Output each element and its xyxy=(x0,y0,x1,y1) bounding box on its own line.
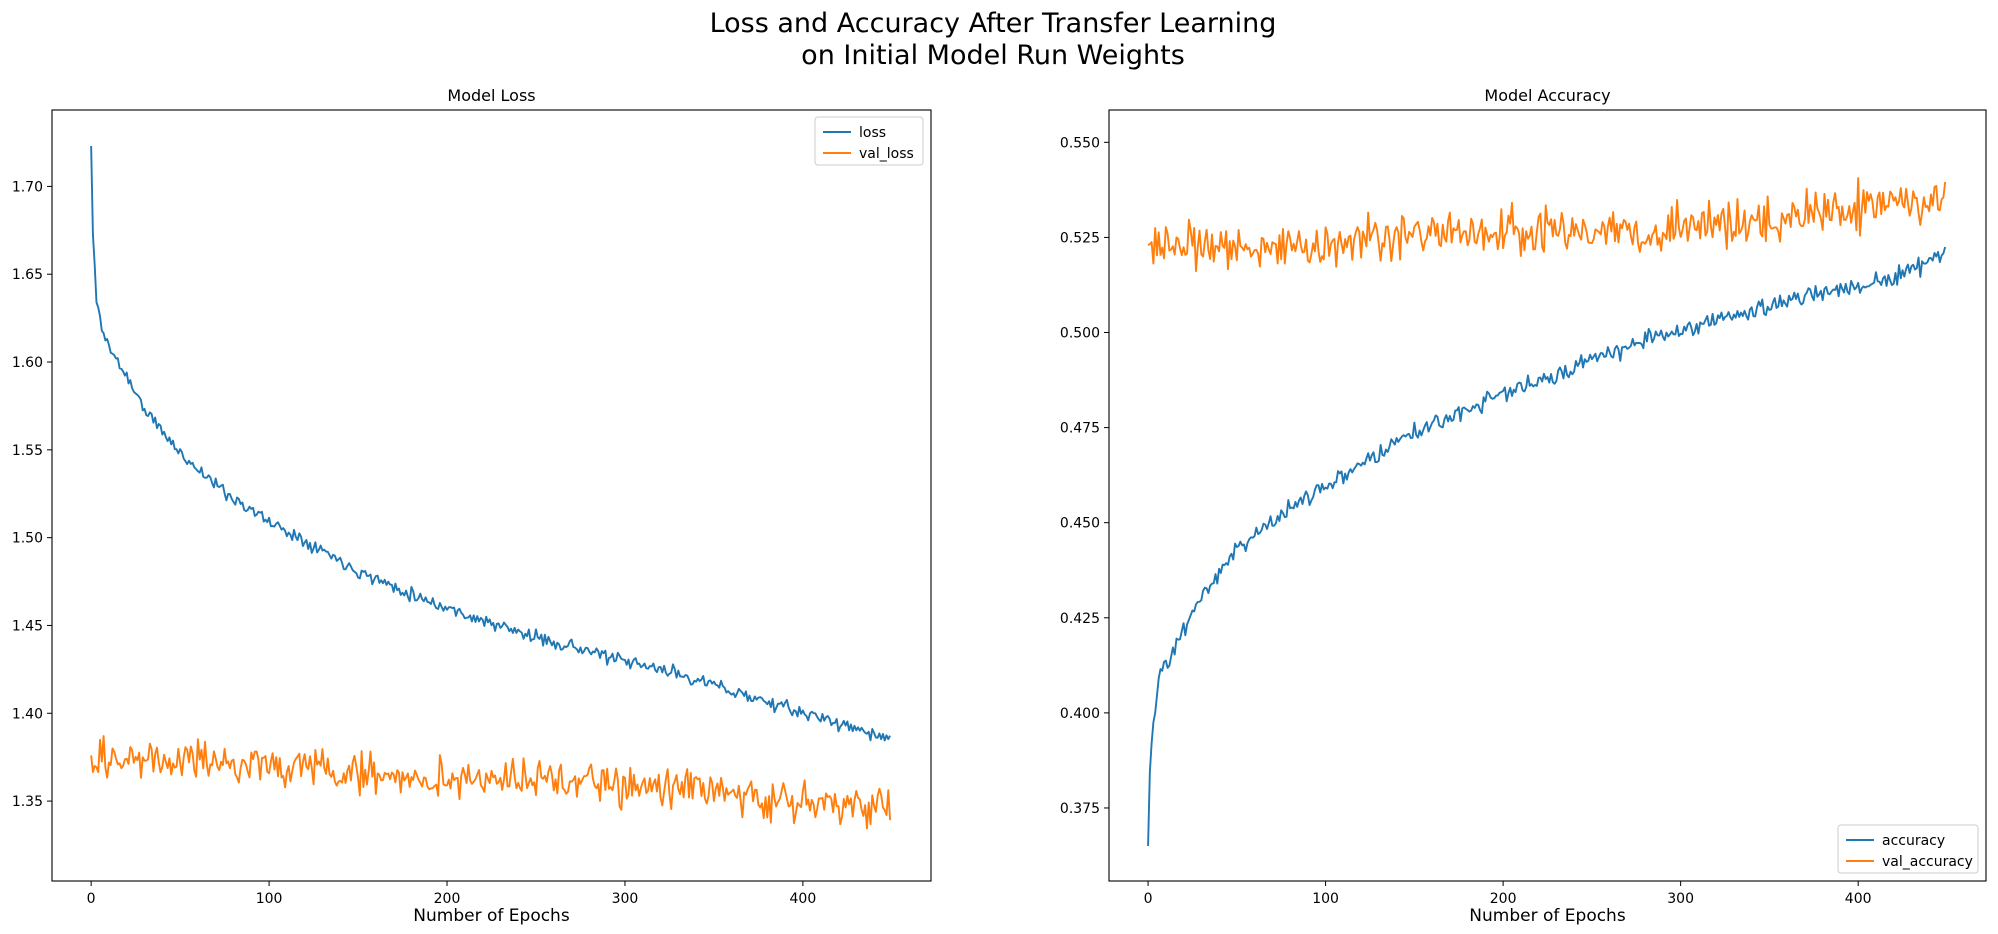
y-tick-label: 0.425 xyxy=(1060,611,1100,627)
y-tick-label: 1.65 xyxy=(12,267,43,283)
series-lines xyxy=(1147,177,1947,847)
x-tick-label: 200 xyxy=(434,891,461,907)
x-tick-label: 100 xyxy=(1312,891,1339,907)
series-line-accuracy xyxy=(1147,246,1947,847)
figure-title-line-1: Loss and Accuracy After Transfer Learnin… xyxy=(710,8,1277,39)
y-tick-label: 0.525 xyxy=(1060,230,1100,246)
x-tick-label: 400 xyxy=(790,891,817,907)
axes-title: Model Accuracy xyxy=(1484,86,1610,105)
axes-title: Model Loss xyxy=(447,86,535,105)
loss-chart-panel: Model Loss 0 100 200 300 400 1.35 1.40 1.45 1.50 1… xyxy=(12,86,932,926)
y-tick-label: 1.70 xyxy=(12,179,43,195)
y-tick-label: 0.475 xyxy=(1060,421,1100,437)
x-tick-label: 0 xyxy=(87,891,96,907)
series-line-loss xyxy=(90,145,891,742)
y-tick-label: 1.45 xyxy=(12,618,43,634)
y-tick-label: 0.400 xyxy=(1060,706,1100,722)
axes-frame xyxy=(51,109,932,882)
y-tick-label: 1.40 xyxy=(12,706,43,722)
accuracy-chart-panel: Model Accuracy 0 100 200 300 400 0.375 0.400 0.4… xyxy=(1060,86,1987,926)
x-tick-label: 300 xyxy=(612,891,639,907)
series-lines xyxy=(90,145,892,830)
y-tick-label: 0.375 xyxy=(1060,801,1100,817)
series-line-val-accuracy xyxy=(1147,177,1947,273)
x-tick-label: 100 xyxy=(256,891,283,907)
y-tick-label: 0.450 xyxy=(1060,516,1100,532)
y-tick-label: 1.35 xyxy=(12,794,43,810)
x-tick-label: 300 xyxy=(1667,891,1694,907)
axes-frame xyxy=(1108,109,1987,882)
figure-title-line-2: on Initial Model Run Weights xyxy=(801,40,1185,71)
legend-label-val-accuracy: val_accuracy xyxy=(1882,854,1973,870)
y-tick-label: 1.55 xyxy=(12,443,43,459)
y-tick-label: 1.50 xyxy=(12,531,43,547)
y-tick-label: 1.60 xyxy=(12,355,43,371)
legend: loss val_loss xyxy=(814,116,924,166)
x-tick-label: 400 xyxy=(1845,891,1872,907)
legend-label-val-loss: val_loss xyxy=(859,146,914,162)
series-line-val-loss xyxy=(90,735,892,830)
x-axis-label: Number of Epochs xyxy=(413,906,570,926)
y-tick-label: 0.550 xyxy=(1060,135,1100,151)
legend-label-loss: loss xyxy=(859,125,886,141)
legend-label-accuracy: accuracy xyxy=(1882,833,1945,849)
x-tick-label: 200 xyxy=(1490,891,1517,907)
x-axis-label: Number of Epochs xyxy=(1469,906,1626,926)
x-tick-label: 0 xyxy=(1144,891,1153,907)
y-tick-label: 0.500 xyxy=(1060,326,1100,342)
legend: accuracy val_accuracy xyxy=(1837,824,1979,874)
